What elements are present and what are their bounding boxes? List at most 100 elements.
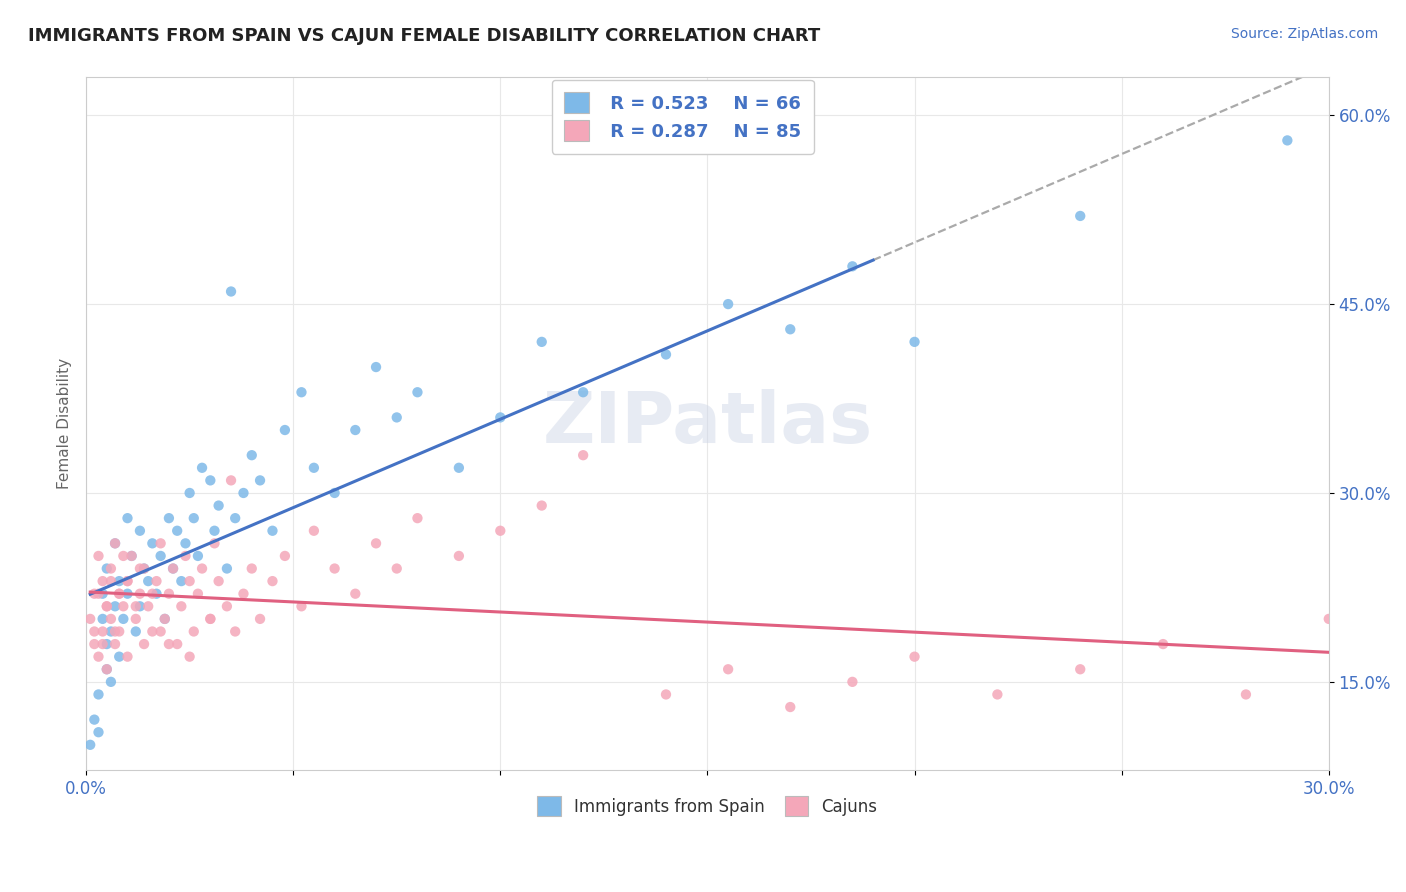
Point bbox=[153, 612, 176, 626]
Point bbox=[200, 612, 222, 626]
Point bbox=[655, 688, 678, 702]
Point bbox=[91, 574, 114, 588]
Point bbox=[166, 637, 188, 651]
Point bbox=[83, 637, 105, 651]
Point bbox=[240, 448, 263, 462]
Point bbox=[100, 561, 122, 575]
Point bbox=[87, 649, 110, 664]
Point bbox=[1069, 209, 1091, 223]
Point bbox=[96, 662, 118, 676]
Point bbox=[87, 549, 110, 563]
Point bbox=[136, 599, 159, 614]
Point bbox=[219, 474, 242, 488]
Point bbox=[136, 574, 159, 588]
Point bbox=[174, 536, 197, 550]
Point bbox=[249, 474, 271, 488]
Point bbox=[96, 561, 118, 575]
Point bbox=[262, 524, 284, 538]
Point bbox=[344, 587, 367, 601]
Point bbox=[183, 511, 205, 525]
Point bbox=[183, 624, 205, 639]
Point bbox=[129, 587, 152, 601]
Point bbox=[117, 574, 139, 588]
Point bbox=[323, 486, 346, 500]
Point bbox=[174, 549, 197, 563]
Point bbox=[96, 637, 118, 651]
Point bbox=[141, 624, 163, 639]
Point bbox=[385, 410, 408, 425]
Point bbox=[117, 587, 139, 601]
Point bbox=[224, 624, 246, 639]
Point bbox=[96, 662, 118, 676]
Text: IMMIGRANTS FROM SPAIN VS CAJUN FEMALE DISABILITY CORRELATION CHART: IMMIGRANTS FROM SPAIN VS CAJUN FEMALE DI… bbox=[28, 27, 820, 45]
Point bbox=[112, 612, 135, 626]
Point bbox=[179, 649, 201, 664]
Point bbox=[200, 474, 222, 488]
Point bbox=[132, 637, 155, 651]
Point bbox=[323, 561, 346, 575]
Point bbox=[112, 599, 135, 614]
Point bbox=[200, 612, 222, 626]
Point bbox=[572, 448, 595, 462]
Point bbox=[149, 536, 172, 550]
Point bbox=[125, 599, 148, 614]
Point bbox=[447, 460, 470, 475]
Point bbox=[717, 662, 740, 676]
Point bbox=[100, 624, 122, 639]
Point bbox=[104, 599, 127, 614]
Point bbox=[108, 649, 131, 664]
Point bbox=[79, 612, 101, 626]
Legend: Immigrants from Spain, Cajuns: Immigrants from Spain, Cajuns bbox=[529, 788, 886, 824]
Point bbox=[132, 561, 155, 575]
Point bbox=[166, 524, 188, 538]
Point bbox=[129, 561, 152, 575]
Point bbox=[157, 587, 180, 601]
Point bbox=[344, 423, 367, 437]
Point bbox=[104, 536, 127, 550]
Point bbox=[162, 561, 184, 575]
Point bbox=[1234, 688, 1257, 702]
Point bbox=[489, 524, 512, 538]
Point bbox=[96, 599, 118, 614]
Point bbox=[1317, 612, 1340, 626]
Point bbox=[112, 549, 135, 563]
Point bbox=[262, 574, 284, 588]
Point bbox=[87, 725, 110, 739]
Point bbox=[91, 612, 114, 626]
Point bbox=[87, 688, 110, 702]
Point bbox=[1277, 133, 1299, 147]
Point bbox=[157, 637, 180, 651]
Point bbox=[1069, 662, 1091, 676]
Point bbox=[290, 385, 312, 400]
Point bbox=[1152, 637, 1174, 651]
Point bbox=[179, 574, 201, 588]
Point bbox=[121, 549, 143, 563]
Point bbox=[117, 511, 139, 525]
Point bbox=[215, 599, 238, 614]
Point bbox=[132, 561, 155, 575]
Point bbox=[903, 334, 925, 349]
Point bbox=[83, 713, 105, 727]
Point bbox=[530, 334, 553, 349]
Point bbox=[385, 561, 408, 575]
Point bbox=[841, 260, 863, 274]
Point bbox=[108, 574, 131, 588]
Point bbox=[179, 486, 201, 500]
Point bbox=[145, 574, 167, 588]
Point bbox=[187, 549, 209, 563]
Point bbox=[157, 511, 180, 525]
Point bbox=[104, 536, 127, 550]
Point bbox=[447, 549, 470, 563]
Point bbox=[170, 599, 193, 614]
Point bbox=[100, 674, 122, 689]
Point bbox=[215, 561, 238, 575]
Point bbox=[125, 624, 148, 639]
Point bbox=[141, 536, 163, 550]
Point bbox=[91, 587, 114, 601]
Point bbox=[232, 587, 254, 601]
Text: Source: ZipAtlas.com: Source: ZipAtlas.com bbox=[1230, 27, 1378, 41]
Point bbox=[364, 359, 387, 374]
Point bbox=[530, 499, 553, 513]
Point bbox=[121, 549, 143, 563]
Point bbox=[108, 624, 131, 639]
